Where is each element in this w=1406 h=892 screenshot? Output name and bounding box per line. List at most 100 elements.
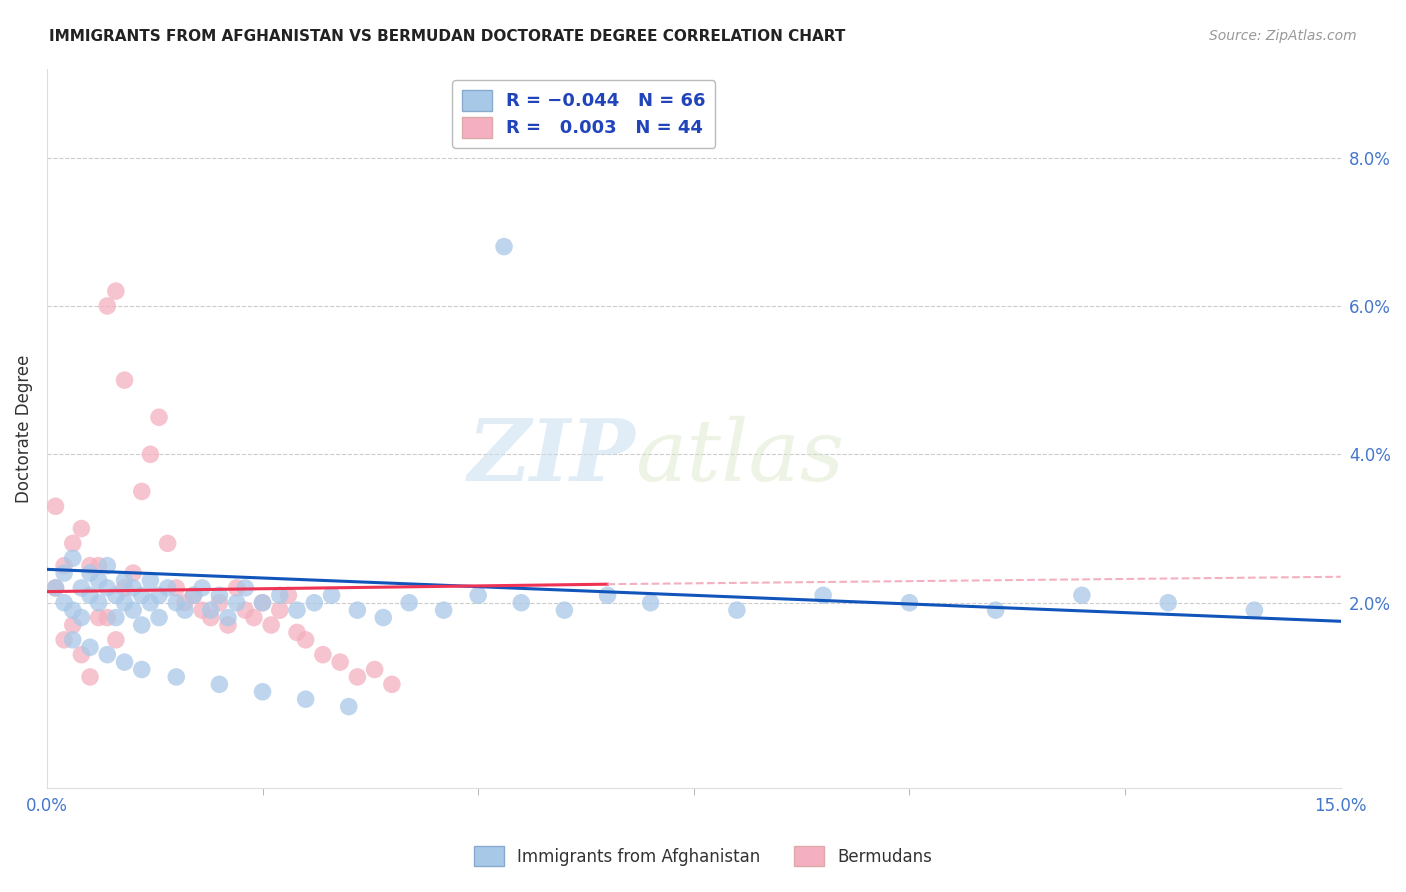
- Point: [131, 588, 153, 602]
- Point: [96, 610, 118, 624]
- Point: [433, 603, 456, 617]
- Point: [62, 603, 84, 617]
- Point: [87, 610, 110, 624]
- Point: [53, 596, 76, 610]
- Point: [191, 581, 214, 595]
- Point: [183, 588, 205, 602]
- Point: [510, 596, 533, 610]
- Point: [104, 610, 127, 624]
- Point: [70, 522, 93, 536]
- Point: [208, 677, 231, 691]
- Point: [70, 610, 93, 624]
- Point: [346, 603, 368, 617]
- Point: [269, 588, 291, 602]
- Point: [984, 603, 1007, 617]
- Point: [363, 663, 385, 677]
- Point: [53, 566, 76, 580]
- Point: [156, 536, 179, 550]
- Point: [104, 632, 127, 647]
- Point: [640, 596, 662, 610]
- Point: [62, 632, 84, 647]
- Point: [53, 558, 76, 573]
- Point: [87, 596, 110, 610]
- Point: [321, 588, 343, 602]
- Point: [217, 618, 239, 632]
- Point: [104, 284, 127, 298]
- Point: [79, 558, 101, 573]
- Point: [148, 410, 170, 425]
- Point: [294, 632, 316, 647]
- Point: [252, 685, 274, 699]
- Point: [191, 603, 214, 617]
- Point: [70, 648, 93, 662]
- Point: [329, 655, 352, 669]
- Point: [1157, 596, 1180, 610]
- Point: [114, 574, 136, 588]
- Point: [260, 618, 283, 632]
- Text: atlas: atlas: [636, 416, 845, 499]
- Point: [553, 603, 575, 617]
- Point: [898, 596, 921, 610]
- Point: [225, 581, 247, 595]
- Point: [174, 603, 197, 617]
- Point: [252, 596, 274, 610]
- Point: [156, 581, 179, 595]
- Point: [96, 581, 118, 595]
- Point: [131, 484, 153, 499]
- Point: [467, 588, 489, 602]
- Point: [225, 596, 247, 610]
- Point: [183, 588, 205, 602]
- Point: [70, 581, 93, 595]
- Point: [312, 648, 335, 662]
- Point: [122, 566, 145, 580]
- Point: [233, 581, 256, 595]
- Point: [208, 588, 231, 602]
- Point: [62, 536, 84, 550]
- Point: [277, 588, 299, 602]
- Point: [96, 648, 118, 662]
- Point: [811, 588, 834, 602]
- Point: [79, 588, 101, 602]
- Point: [114, 373, 136, 387]
- Point: [104, 588, 127, 602]
- Point: [114, 596, 136, 610]
- Point: [269, 603, 291, 617]
- Point: [114, 655, 136, 669]
- Point: [200, 603, 222, 617]
- Point: [131, 663, 153, 677]
- Text: ZIP: ZIP: [468, 416, 636, 499]
- Point: [165, 670, 187, 684]
- Point: [217, 610, 239, 624]
- Point: [381, 677, 404, 691]
- Point: [96, 558, 118, 573]
- Point: [492, 239, 515, 253]
- Point: [148, 588, 170, 602]
- Point: [243, 610, 266, 624]
- Y-axis label: Doctorate Degree: Doctorate Degree: [15, 354, 32, 502]
- Point: [139, 596, 162, 610]
- Text: Source: ZipAtlas.com: Source: ZipAtlas.com: [1209, 29, 1357, 43]
- Point: [79, 566, 101, 580]
- Point: [294, 692, 316, 706]
- Point: [44, 581, 66, 595]
- Point: [62, 618, 84, 632]
- Text: IMMIGRANTS FROM AFGHANISTAN VS BERMUDAN DOCTORATE DEGREE CORRELATION CHART: IMMIGRANTS FROM AFGHANISTAN VS BERMUDAN …: [49, 29, 845, 44]
- Point: [79, 670, 101, 684]
- Point: [252, 596, 274, 610]
- Point: [233, 603, 256, 617]
- Point: [1070, 588, 1092, 602]
- Point: [139, 447, 162, 461]
- Point: [165, 581, 187, 595]
- Legend: R = −0.044   N = 66, R =   0.003   N = 44: R = −0.044 N = 66, R = 0.003 N = 44: [453, 80, 716, 148]
- Point: [87, 574, 110, 588]
- Point: [346, 670, 368, 684]
- Point: [139, 574, 162, 588]
- Legend: Immigrants from Afghanistan, Bermudans: Immigrants from Afghanistan, Bermudans: [467, 839, 939, 873]
- Point: [174, 596, 197, 610]
- Point: [285, 603, 308, 617]
- Point: [148, 610, 170, 624]
- Point: [208, 596, 231, 610]
- Point: [131, 618, 153, 632]
- Point: [87, 558, 110, 573]
- Point: [114, 581, 136, 595]
